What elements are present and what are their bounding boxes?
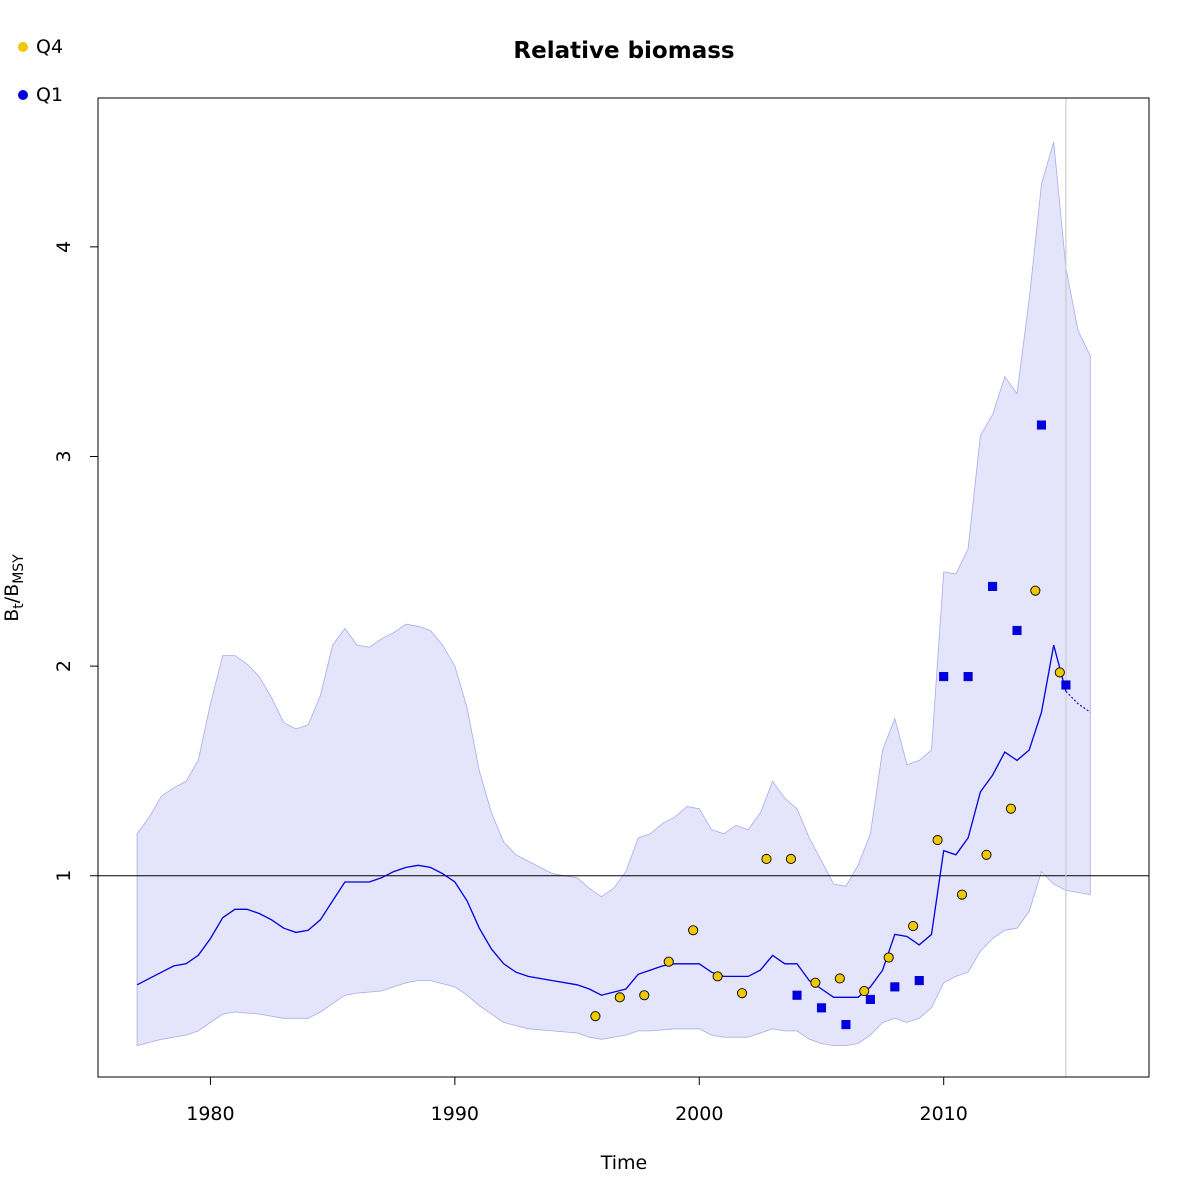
point-q1 bbox=[988, 581, 998, 592]
x-tick-label: 1980 bbox=[186, 1103, 234, 1125]
point-q4 bbox=[785, 853, 796, 865]
point-q4 bbox=[1054, 667, 1065, 678]
axes: 1980 1990 2000 2010 1 2 3 4 bbox=[53, 241, 968, 1125]
point-q4 bbox=[761, 853, 772, 865]
point-q4 bbox=[614, 992, 625, 1003]
y-axis-label-main: B bbox=[1, 609, 23, 622]
x-tick-label: 2000 bbox=[675, 1103, 723, 1125]
point-q1 bbox=[841, 1020, 851, 1030]
y-tick-label: 1 bbox=[53, 870, 75, 882]
point-q4 bbox=[1005, 803, 1016, 814]
point-q1 bbox=[939, 672, 949, 682]
point-q4 bbox=[639, 990, 650, 1001]
point-q4 bbox=[859, 985, 870, 997]
y-tick-label: 2 bbox=[53, 660, 75, 672]
point-q1 bbox=[816, 1003, 827, 1013]
point-q1 bbox=[963, 672, 973, 682]
y-axis-label-sub1: t bbox=[11, 603, 27, 609]
x-tick-label: 2010 bbox=[920, 1103, 968, 1125]
point-q1 bbox=[1061, 680, 1071, 690]
point-q4 bbox=[712, 971, 723, 982]
point-q4 bbox=[908, 921, 919, 932]
plot-frame bbox=[97, 97, 1150, 1078]
point-q4 bbox=[883, 952, 894, 963]
x-tick-label: 1990 bbox=[431, 1103, 479, 1125]
point-q1 bbox=[865, 994, 875, 1004]
y-axis-label: Bt/BMSY bbox=[1, 554, 27, 622]
point-q4 bbox=[956, 889, 968, 900]
confidence-band-area bbox=[136, 141, 1091, 1047]
point-q4 bbox=[981, 849, 992, 860]
y-axis-label-sub2: MSY bbox=[11, 554, 27, 584]
point-q4 bbox=[736, 988, 748, 999]
x-axis-label: Time bbox=[600, 1152, 648, 1174]
survey-points bbox=[590, 420, 1071, 1030]
reference-lines bbox=[98, 98, 1149, 1077]
point-q4 bbox=[590, 1011, 601, 1022]
point-q4 bbox=[688, 925, 699, 936]
median-projection-line bbox=[1065, 690, 1091, 713]
y-axis-label-sep: /B bbox=[1, 584, 23, 603]
legend-label-q1: Q1 bbox=[36, 84, 64, 106]
point-q1 bbox=[890, 982, 900, 992]
point-q1 bbox=[914, 976, 924, 986]
y-tick-label: 3 bbox=[53, 450, 75, 462]
legend-label-q4: Q4 bbox=[36, 36, 64, 58]
legend-marker-q4 bbox=[18, 42, 28, 52]
point-q1 bbox=[792, 990, 802, 1000]
point-q1 bbox=[1012, 625, 1022, 636]
point-q4 bbox=[834, 973, 845, 984]
confidence-band bbox=[136, 141, 1091, 1047]
point-q4 bbox=[663, 956, 674, 967]
legend-marker-q1 bbox=[18, 90, 28, 100]
point-q4 bbox=[1030, 585, 1041, 596]
median-line bbox=[136, 644, 1091, 998]
chart-title: Relative biomass bbox=[513, 38, 734, 64]
point-q4 bbox=[932, 835, 943, 846]
median-biomass-line bbox=[136, 644, 1067, 998]
point-q4 bbox=[810, 977, 821, 988]
y-tick-label: 4 bbox=[53, 241, 75, 253]
point-q1 bbox=[1036, 420, 1047, 430]
